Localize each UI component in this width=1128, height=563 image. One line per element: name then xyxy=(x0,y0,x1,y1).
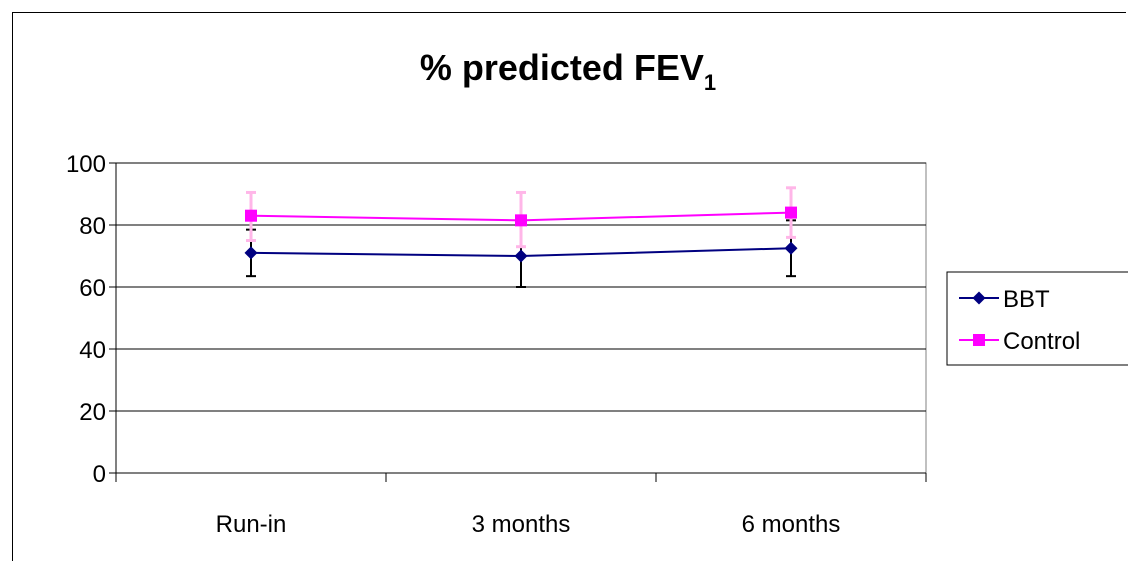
chart-frame xyxy=(12,12,1126,561)
x-tick-label-2: 6 months xyxy=(742,511,841,538)
legend-label-BBT: BBT xyxy=(1003,286,1050,313)
y-tick-label-40: 40 xyxy=(79,337,106,364)
chart-title-main: % predicted FEV xyxy=(420,47,704,88)
data-point-BBT-2 xyxy=(784,241,798,255)
data-point-Control-0 xyxy=(245,209,257,222)
y-tick-label-80: 80 xyxy=(79,213,106,240)
y-tick-label-60: 60 xyxy=(79,275,106,302)
data-point-BBT-1 xyxy=(514,249,528,263)
y-tick-label-0: 0 xyxy=(93,461,106,488)
legend: BBT Control xyxy=(946,271,1128,366)
legend-marker-BBT xyxy=(972,291,986,305)
legend-box xyxy=(946,271,1128,366)
data-point-Control-2 xyxy=(785,206,797,219)
data-point-Control-1 xyxy=(515,214,527,227)
chart-title-subscript: 1 xyxy=(704,70,716,95)
legend-marker-Control xyxy=(973,334,985,346)
tick-labels: 0 20 40 60 80 100 Run-in 3 months 6 months xyxy=(66,151,840,538)
legend-label-Control: Control xyxy=(1003,328,1080,355)
axes xyxy=(109,162,927,482)
series-lines xyxy=(244,206,798,263)
x-tick-label-0: Run-in xyxy=(216,511,287,538)
data-point-BBT-0 xyxy=(244,246,258,260)
y-tick-label-20: 20 xyxy=(79,399,106,426)
x-tick-label-1: 3 months xyxy=(472,511,571,538)
chart-title: % predicted FEV1 xyxy=(420,47,716,95)
y-tick-label-100: 100 xyxy=(66,151,106,178)
error-bars xyxy=(246,186,796,288)
